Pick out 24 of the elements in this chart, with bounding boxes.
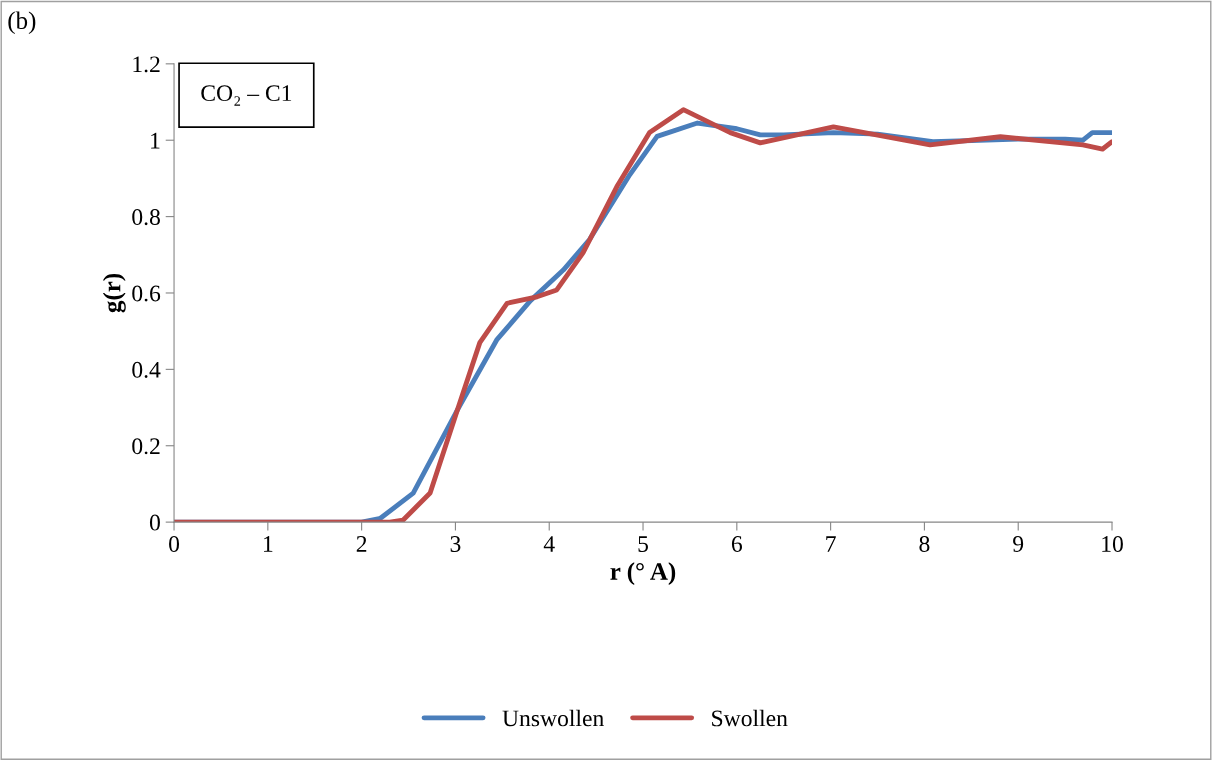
y-tick-label: 0.6 (132, 285, 161, 302)
y-tick-label: 0 (149, 514, 160, 531)
x-tick-label: 0 (169, 536, 180, 552)
x-tick-label: 5 (638, 536, 649, 552)
y-tick-label: 0.4 (132, 361, 161, 378)
x-tick-label: 3 (450, 536, 461, 552)
legend-label: Unswollen (502, 709, 604, 727)
x-tick-label: 7 (826, 536, 836, 552)
y-tick-label: 0.8 (132, 209, 160, 226)
y-axis-title: g(r) (102, 273, 126, 313)
x-tick-label: 4 (543, 536, 555, 552)
legend-label: Swollen (712, 709, 788, 727)
x-axis-title: r (° A) (610, 562, 676, 585)
x-tick-label: 8 (919, 536, 930, 552)
x-tick-label: 6 (731, 536, 743, 552)
x-tick-label: 1 (264, 536, 273, 552)
x-tick-label: 10 (1102, 536, 1123, 552)
text: (b) (8, 11, 36, 35)
y-tick-label: 1.2 (133, 56, 160, 73)
x-tick-label: 9 (1013, 536, 1024, 552)
annotation: CO₂ – C1 (201, 85, 292, 106)
y-tick-label: 0.2 (132, 438, 160, 455)
x-tick-label: 2 (356, 536, 367, 552)
y-tick-label: 1 (151, 132, 160, 149)
